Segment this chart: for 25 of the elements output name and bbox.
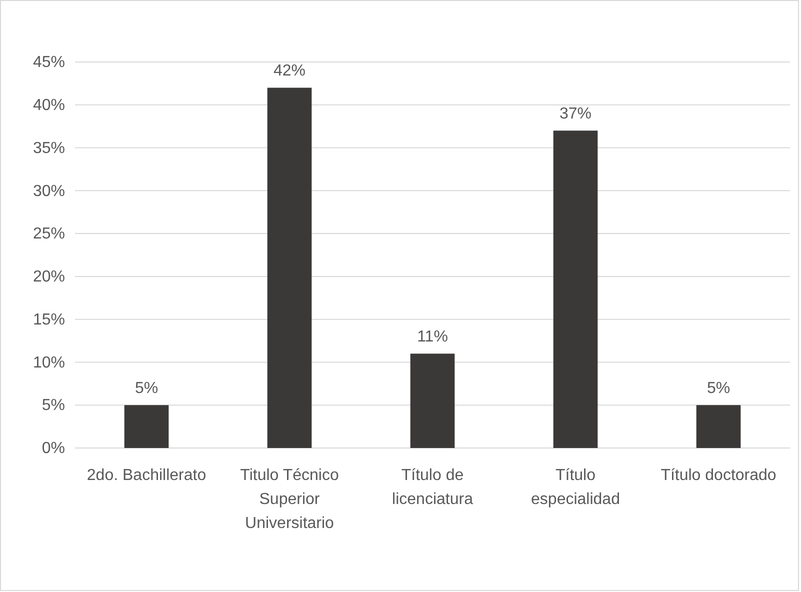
bar xyxy=(553,130,598,448)
data-label: 5% xyxy=(706,380,730,398)
x-tick-label: 2do. Bachillerato xyxy=(86,467,206,484)
x-tick-label: Título de licenciatura xyxy=(392,467,474,508)
bar xyxy=(267,88,312,448)
y-tick-label: 5% xyxy=(42,397,65,414)
bar xyxy=(124,405,169,448)
x-tick-label: Título doctorado xyxy=(660,467,776,484)
bar xyxy=(410,354,455,448)
data-label: 11% xyxy=(417,328,448,346)
y-tick-label: 15% xyxy=(32,311,65,328)
y-tick-label: 10% xyxy=(32,354,65,372)
y-tick-label: 45% xyxy=(32,54,65,72)
y-tick-label: 0% xyxy=(42,440,65,458)
data-label: 42% xyxy=(273,62,306,80)
x-tick-label: Titulo Técnico Superior Universitario xyxy=(240,467,339,532)
y-tick-label: 20% xyxy=(32,268,65,286)
data-label: 5% xyxy=(134,380,158,398)
y-tick-label: 30% xyxy=(32,182,65,200)
y-tick-label: 35% xyxy=(32,140,65,157)
x-tick-label: Título especialidad xyxy=(531,467,620,508)
y-tick-label: 40% xyxy=(32,97,65,114)
data-label: 37% xyxy=(559,106,592,123)
y-tick-label: 25% xyxy=(32,226,65,243)
bar xyxy=(696,405,741,448)
